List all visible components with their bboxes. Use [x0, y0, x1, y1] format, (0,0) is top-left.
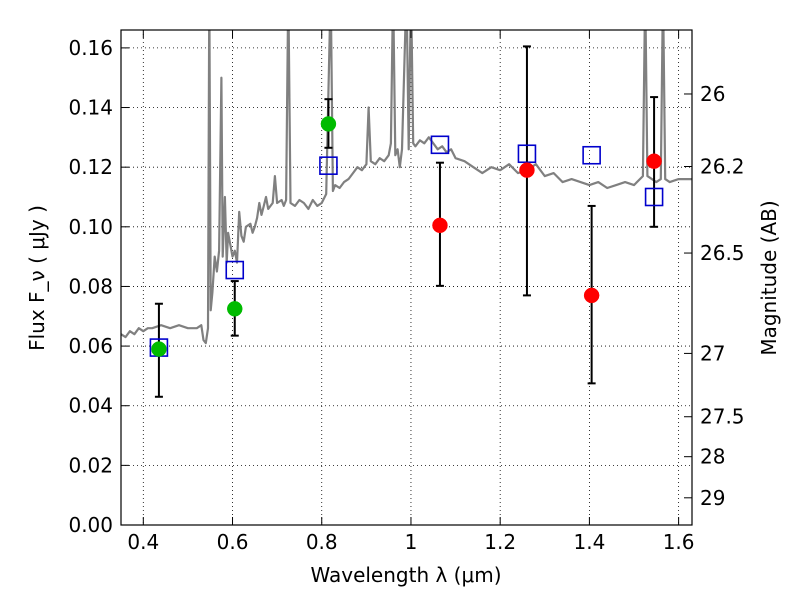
observed-flux-point [432, 217, 448, 234]
model-flux-square [430, 135, 450, 155]
y-right-tick-label: 26.5 [700, 241, 745, 265]
y-tick-label: 0.10 [68, 215, 113, 239]
x-tick-label: 1.6 [663, 530, 695, 554]
y-tick-label: 0.00 [68, 513, 113, 537]
observed-flux-point [227, 301, 243, 317]
y-right-tick-label: 27.5 [700, 405, 745, 429]
model-spectrum-line [121, 30, 692, 345]
y-tick-label: 0.04 [68, 394, 113, 418]
y-right-tick-label: 28 [700, 445, 725, 469]
y-tick-label: 0.06 [68, 334, 113, 358]
y-right-tick-label: 29 [700, 486, 725, 510]
observed-flux-point [583, 287, 600, 304]
x-tick-label: 0.8 [306, 530, 338, 554]
observed-flux-point [151, 341, 167, 357]
plot-frame [120, 29, 693, 526]
y-tick-label: 0.12 [68, 155, 113, 179]
plot-area [121, 30, 692, 345]
x-tick-label: 1 [405, 530, 418, 554]
model-flux-square [319, 156, 338, 175]
y-tick-label: 0.02 [68, 453, 113, 477]
model-flux-square [517, 144, 537, 164]
y-axis-label: Flux F_ν ( μJy ) [25, 205, 49, 351]
x-tick-label: 0.4 [127, 530, 159, 554]
y-tick-label: 0.14 [68, 96, 113, 120]
x-tick-label: 0.6 [217, 530, 249, 554]
observed-flux-point [519, 162, 535, 178]
axis-ticks: 0.4 0.6 0.8 1 1.2 1.4 1.6 0.00 0.02 0.04 0.06 0.08 0… [68, 30, 745, 554]
grid [121, 30, 692, 526]
error-bars [154, 45, 659, 398]
y-right-tick-label: 26.2 [700, 154, 745, 178]
observed-flux-point [646, 153, 662, 169]
model-flux-square [582, 145, 601, 165]
x-tick-label: 1.4 [573, 530, 605, 554]
y-right-tick-label: 27 [700, 341, 725, 365]
x-tick-label: 1.2 [484, 530, 516, 554]
y-tick-label: 0.16 [68, 36, 113, 60]
y-right-tick-label: 26 [700, 82, 725, 106]
y-tick-label: 0.08 [68, 274, 113, 298]
x-axis-label: Wavelength λ (μm) [310, 563, 501, 587]
observed-flux-point [320, 116, 337, 132]
markers [149, 116, 664, 357]
model-flux-square [644, 187, 664, 207]
y-axis-right-label: Magnitude (AB) [757, 200, 781, 355]
model-flux-square [225, 260, 245, 280]
